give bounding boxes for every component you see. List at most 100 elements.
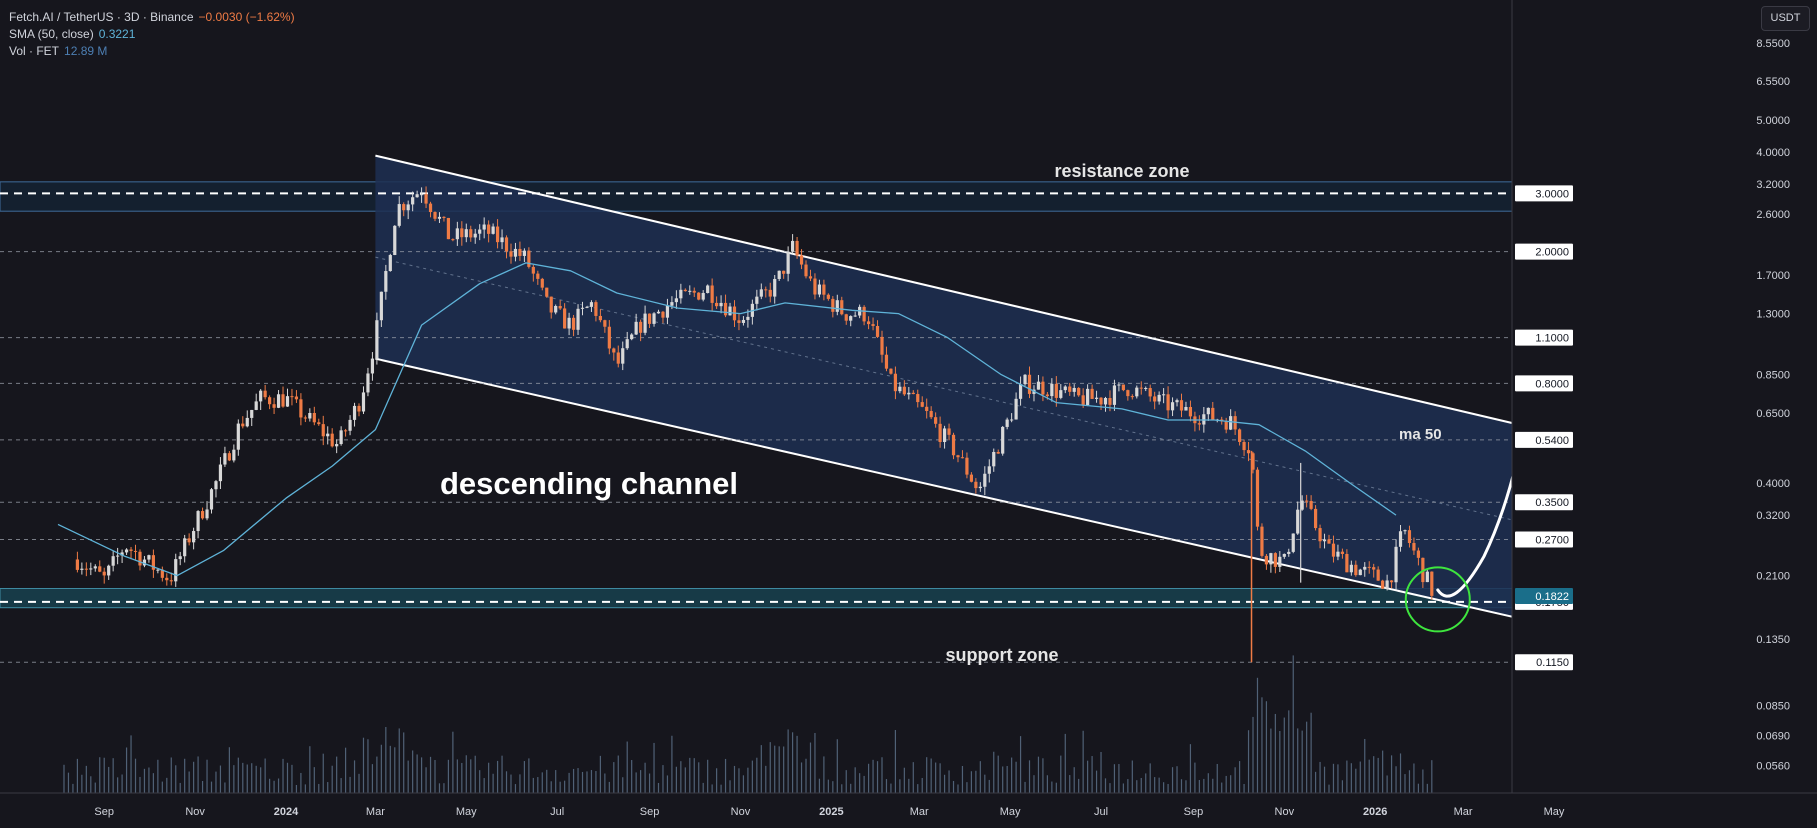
candle[interactable] — [844, 313, 848, 325]
candle[interactable] — [1094, 390, 1099, 403]
candle[interactable] — [133, 544, 138, 560]
candle[interactable] — [925, 398, 929, 419]
candle[interactable] — [1126, 389, 1130, 401]
candle[interactable] — [893, 366, 898, 400]
candle[interactable] — [589, 300, 594, 312]
candle[interactable] — [80, 562, 84, 575]
candle[interactable] — [98, 560, 102, 573]
candle[interactable] — [299, 393, 303, 426]
candle[interactable] — [942, 425, 947, 449]
candle[interactable] — [464, 223, 468, 243]
candle[interactable] — [558, 300, 562, 310]
candle[interactable] — [531, 264, 535, 282]
candle[interactable] — [1050, 378, 1054, 402]
candle[interactable] — [339, 426, 343, 446]
candle[interactable] — [536, 270, 540, 285]
candle[interactable] — [509, 243, 513, 264]
sma-row[interactable]: SMA (50, close) 0.3221 — [9, 26, 295, 43]
candle[interactable] — [272, 397, 276, 414]
currency-button[interactable]: USDT — [1761, 6, 1810, 31]
candle[interactable] — [1139, 381, 1143, 395]
candle[interactable] — [835, 294, 839, 316]
candle[interactable] — [138, 549, 142, 571]
candle[interactable] — [1170, 397, 1175, 417]
price-tag-0.1822[interactable]: 0.1822 — [1515, 588, 1573, 605]
candle[interactable] — [639, 319, 643, 342]
candle[interactable] — [1175, 398, 1179, 407]
candle[interactable] — [116, 547, 120, 565]
candle[interactable] — [1090, 384, 1094, 400]
candle[interactable] — [1282, 553, 1286, 559]
candle[interactable] — [513, 242, 518, 262]
candle[interactable] — [808, 269, 813, 282]
candle[interactable] — [411, 191, 415, 212]
candle[interactable] — [630, 333, 634, 341]
candle[interactable] — [840, 296, 844, 316]
price-tag-0.8000[interactable]: 0.8000 — [1515, 375, 1573, 392]
candle[interactable] — [1278, 551, 1282, 572]
candle[interactable] — [1224, 417, 1228, 434]
candle[interactable] — [442, 216, 446, 222]
candle[interactable] — [1260, 523, 1264, 558]
candle[interactable] — [1135, 385, 1139, 399]
candle[interactable] — [209, 487, 214, 514]
candle[interactable] — [1162, 388, 1166, 404]
candle[interactable] — [1251, 451, 1255, 474]
candle[interactable] — [1211, 401, 1215, 421]
candle[interactable] — [974, 478, 978, 494]
volume-row[interactable]: Vol · FET 12.89 M — [9, 43, 295, 60]
candle[interactable] — [1345, 549, 1349, 573]
candle[interactable] — [1010, 413, 1014, 423]
candle[interactable] — [1412, 537, 1416, 555]
candle[interactable] — [719, 295, 723, 314]
candle[interactable] — [142, 555, 147, 568]
candle[interactable] — [1305, 494, 1309, 508]
candle[interactable] — [205, 501, 209, 521]
candle[interactable] — [321, 415, 325, 446]
candle[interactable] — [782, 270, 786, 279]
candle[interactable] — [728, 302, 732, 316]
candle[interactable] — [406, 200, 410, 220]
candle[interactable] — [451, 238, 455, 242]
candle[interactable] — [992, 448, 996, 472]
candle[interactable] — [433, 211, 437, 222]
candle[interactable] — [478, 224, 482, 241]
candle[interactable] — [902, 380, 906, 396]
candle[interactable] — [200, 507, 205, 520]
candle[interactable] — [871, 317, 875, 331]
candle[interactable] — [388, 253, 392, 272]
candle[interactable] — [1229, 409, 1233, 431]
candle[interactable] — [1255, 467, 1260, 531]
candle[interactable] — [1188, 400, 1193, 422]
candle[interactable] — [1153, 391, 1157, 410]
candle[interactable] — [643, 305, 647, 336]
candle[interactable] — [813, 273, 817, 300]
candle[interactable] — [223, 446, 227, 467]
candle[interactable] — [683, 288, 687, 292]
candle[interactable] — [898, 382, 902, 394]
candle[interactable] — [996, 449, 1000, 454]
price-tag-3.0000[interactable]: 3.0000 — [1515, 185, 1573, 202]
candle[interactable] — [1242, 439, 1246, 456]
candle[interactable] — [1157, 391, 1161, 405]
candle[interactable] — [1313, 505, 1318, 531]
candle[interactable] — [916, 389, 920, 408]
candle[interactable] — [227, 451, 231, 462]
candle[interactable] — [585, 306, 589, 309]
candle[interactable] — [679, 283, 683, 304]
candle[interactable] — [741, 316, 746, 326]
candle[interactable] — [183, 534, 187, 563]
candle[interactable] — [102, 567, 106, 584]
candle[interactable] — [1407, 525, 1412, 548]
candle[interactable] — [178, 551, 182, 566]
candle[interactable] — [791, 234, 795, 254]
candle[interactable] — [1246, 441, 1251, 462]
candle[interactable] — [263, 384, 267, 400]
candle[interactable] — [1018, 376, 1023, 406]
candle[interactable] — [446, 217, 451, 240]
candle[interactable] — [1005, 417, 1009, 430]
candle[interactable] — [236, 419, 240, 456]
price-tag-0.3500[interactable]: 0.3500 — [1515, 494, 1573, 511]
candle[interactable] — [1166, 386, 1170, 419]
candle[interactable] — [344, 428, 348, 437]
